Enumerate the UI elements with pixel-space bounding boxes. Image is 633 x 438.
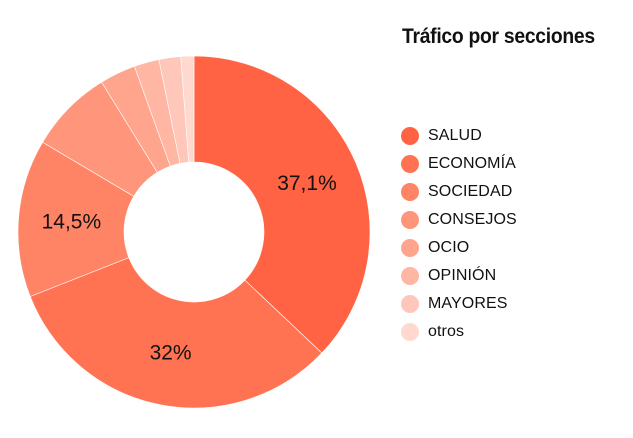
legend-swatch-icon [401, 127, 419, 145]
legend-item-economia[interactable]: ECONOMÍA [401, 150, 517, 178]
legend-swatch-icon [401, 239, 419, 257]
legend-label: SOCIEDAD [428, 183, 513, 200]
legend-item-ocio[interactable]: OCIO [401, 234, 517, 262]
legend-item-salud[interactable]: SALUD [401, 122, 517, 150]
donut-slices [17, 55, 371, 409]
legend-label: CONSEJOS [428, 211, 517, 228]
legend-swatch-icon [401, 267, 419, 285]
donut-slice-economía[interactable] [29, 257, 323, 409]
legend-label: SALUD [428, 127, 482, 144]
legend-label: MAYORES [428, 295, 508, 312]
donut-slice-sociedad[interactable] [17, 141, 135, 297]
legend-item-mayores[interactable]: MAYORES [401, 290, 517, 318]
donut-slice-salud[interactable] [193, 55, 371, 354]
legend-swatch-icon [401, 211, 419, 229]
slice-value-label: 14,5% [42, 211, 102, 234]
slice-labels: 37,1% 32% 14,5% [42, 172, 337, 364]
legend-swatch-icon [401, 323, 419, 341]
legend-swatch-icon [401, 183, 419, 201]
legend-label: OPINIÓN [428, 267, 497, 284]
legend-item-sociedad[interactable]: SOCIEDAD [401, 178, 517, 206]
legend-item-otros[interactable]: otros [401, 318, 517, 346]
legend: SALUD ECONOMÍA SOCIEDAD CONSEJOS OCIO OP… [401, 122, 517, 346]
donut-slice-otros[interactable] [180, 55, 195, 163]
legend-swatch-icon [401, 155, 419, 173]
legend-label: OCIO [428, 239, 470, 256]
legend-swatch-icon [401, 295, 419, 313]
slice-value-label: 32% [150, 341, 192, 364]
legend-item-opinion[interactable]: OPINIÓN [401, 262, 517, 290]
legend-label: otros [428, 323, 465, 340]
donut-chart: 37,1% 32% 14,5% [17, 55, 371, 409]
chart-title: Tráfico por secciones [402, 25, 595, 48]
slice-value-label: 37,1% [277, 172, 337, 195]
legend-item-consejos[interactable]: CONSEJOS [401, 206, 517, 234]
legend-label: ECONOMÍA [428, 155, 516, 172]
